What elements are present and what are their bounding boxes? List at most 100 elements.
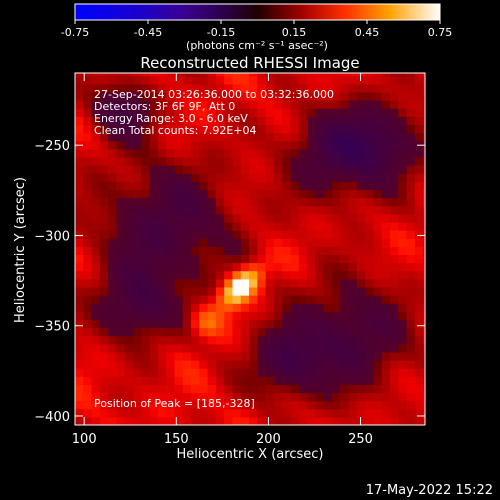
heatmap-cell bbox=[406, 376, 416, 385]
heatmap-cell bbox=[307, 376, 316, 385]
heatmap-cell bbox=[124, 303, 134, 312]
heatmap-cell bbox=[414, 148, 424, 158]
heatmap-cell bbox=[157, 108, 167, 117]
heatmap-cell bbox=[282, 278, 292, 288]
heatmap-cell bbox=[108, 270, 118, 280]
heatmap-cell bbox=[406, 384, 416, 394]
heatmap-cell bbox=[191, 360, 200, 369]
heatmap-cell bbox=[257, 295, 267, 304]
heatmap-cell bbox=[290, 408, 300, 418]
heatmap-cell bbox=[414, 91, 424, 101]
heatmap-cell bbox=[282, 189, 292, 199]
heatmap-cell bbox=[174, 116, 184, 126]
heatmap-cell bbox=[174, 311, 184, 320]
heatmap-cell bbox=[75, 335, 84, 345]
heatmap-cell bbox=[340, 238, 350, 247]
heatmap-cell bbox=[157, 91, 167, 101]
heatmap-cell bbox=[224, 262, 234, 272]
heatmap-cell bbox=[307, 392, 316, 402]
heatmap-cell bbox=[124, 360, 134, 369]
heatmap-cell bbox=[381, 189, 391, 199]
heatmap-cell bbox=[348, 327, 358, 337]
heatmap-cell bbox=[390, 205, 399, 215]
heatmap-cell bbox=[108, 343, 118, 353]
heatmap-cell bbox=[133, 108, 142, 117]
heatmap-cell bbox=[99, 368, 109, 377]
heatmap-cell bbox=[414, 254, 424, 264]
heatmap-cell bbox=[249, 376, 258, 385]
heatmap-cell bbox=[298, 416, 308, 425]
heatmap-cell bbox=[166, 75, 176, 85]
heatmap-cell bbox=[340, 335, 350, 345]
heatmap-cell bbox=[149, 303, 159, 312]
heatmap-cell bbox=[381, 238, 391, 247]
heatmap-cell bbox=[323, 295, 333, 304]
heatmap-cell bbox=[157, 132, 167, 142]
heatmap-cell bbox=[240, 262, 250, 272]
heatmap-cell bbox=[207, 327, 217, 337]
heatmap-cell bbox=[207, 416, 217, 425]
heatmap-cell bbox=[149, 360, 159, 369]
heatmap-cell bbox=[406, 205, 416, 215]
heatmap-cell bbox=[348, 262, 358, 272]
heatmap-cell bbox=[290, 254, 300, 264]
heatmap-cell bbox=[124, 286, 134, 296]
heatmap-cell bbox=[99, 303, 109, 312]
heatmap-cell bbox=[75, 351, 84, 361]
heatmap-cell bbox=[423, 173, 425, 182]
heatmap-cell bbox=[207, 197, 217, 207]
heatmap-cell bbox=[232, 189, 242, 199]
heatmap-cell bbox=[290, 400, 300, 410]
heatmap-cell bbox=[282, 140, 292, 150]
heatmap-cell bbox=[91, 351, 101, 361]
heatmap-cell bbox=[423, 132, 425, 142]
heatmap-cell bbox=[257, 246, 267, 256]
heatmap-cell bbox=[356, 91, 366, 101]
heatmap-cell bbox=[331, 213, 341, 223]
heatmap-cell bbox=[83, 156, 93, 166]
heatmap-cell bbox=[141, 246, 151, 256]
heatmap-cell bbox=[414, 327, 424, 337]
heatmap-cell bbox=[108, 230, 118, 239]
heatmap-cell bbox=[75, 416, 84, 425]
heatmap-cell bbox=[390, 189, 399, 199]
heatmap-cell bbox=[83, 140, 93, 150]
heatmap-cell bbox=[166, 335, 176, 345]
heatmap-cell bbox=[149, 270, 159, 280]
heatmap-cell bbox=[215, 197, 225, 207]
heatmap-cell bbox=[240, 181, 250, 191]
heatmap-cell bbox=[390, 148, 399, 158]
heatmap-cell bbox=[141, 221, 151, 231]
heatmap-cell bbox=[381, 165, 391, 174]
heatmap-cell bbox=[75, 262, 84, 272]
heatmap-cell bbox=[282, 351, 292, 361]
heatmap-cell bbox=[298, 392, 308, 402]
heatmap-cell bbox=[166, 140, 176, 150]
heatmap-cell bbox=[348, 189, 358, 199]
heatmap-cell bbox=[348, 181, 358, 191]
heatmap-cell bbox=[373, 416, 383, 425]
heatmap-cell bbox=[141, 351, 151, 361]
heatmap-cell bbox=[141, 278, 151, 288]
heatmap-cell bbox=[406, 408, 416, 418]
heatmap-cell bbox=[365, 132, 375, 142]
heatmap-cell bbox=[83, 83, 93, 93]
heatmap-cell bbox=[75, 408, 84, 418]
heatmap-cell bbox=[207, 254, 217, 264]
heatmap-cell bbox=[166, 100, 176, 109]
heatmap-cell bbox=[315, 262, 325, 272]
heatmap-cell bbox=[423, 91, 425, 101]
heatmap-cell bbox=[124, 205, 134, 215]
heatmap-cell bbox=[232, 270, 242, 280]
heatmap-cell bbox=[257, 278, 267, 288]
heatmap-cell bbox=[224, 116, 234, 126]
heatmap-cell bbox=[207, 384, 217, 394]
heatmap-cell bbox=[232, 73, 242, 77]
heatmap-cell bbox=[91, 148, 101, 158]
heatmap-cell bbox=[390, 286, 399, 296]
heatmap-cell bbox=[273, 148, 283, 158]
heatmap-cell bbox=[390, 319, 399, 329]
heatmap-cell bbox=[108, 319, 118, 329]
heatmap-cell bbox=[315, 270, 325, 280]
heatmap-cell bbox=[373, 295, 383, 304]
